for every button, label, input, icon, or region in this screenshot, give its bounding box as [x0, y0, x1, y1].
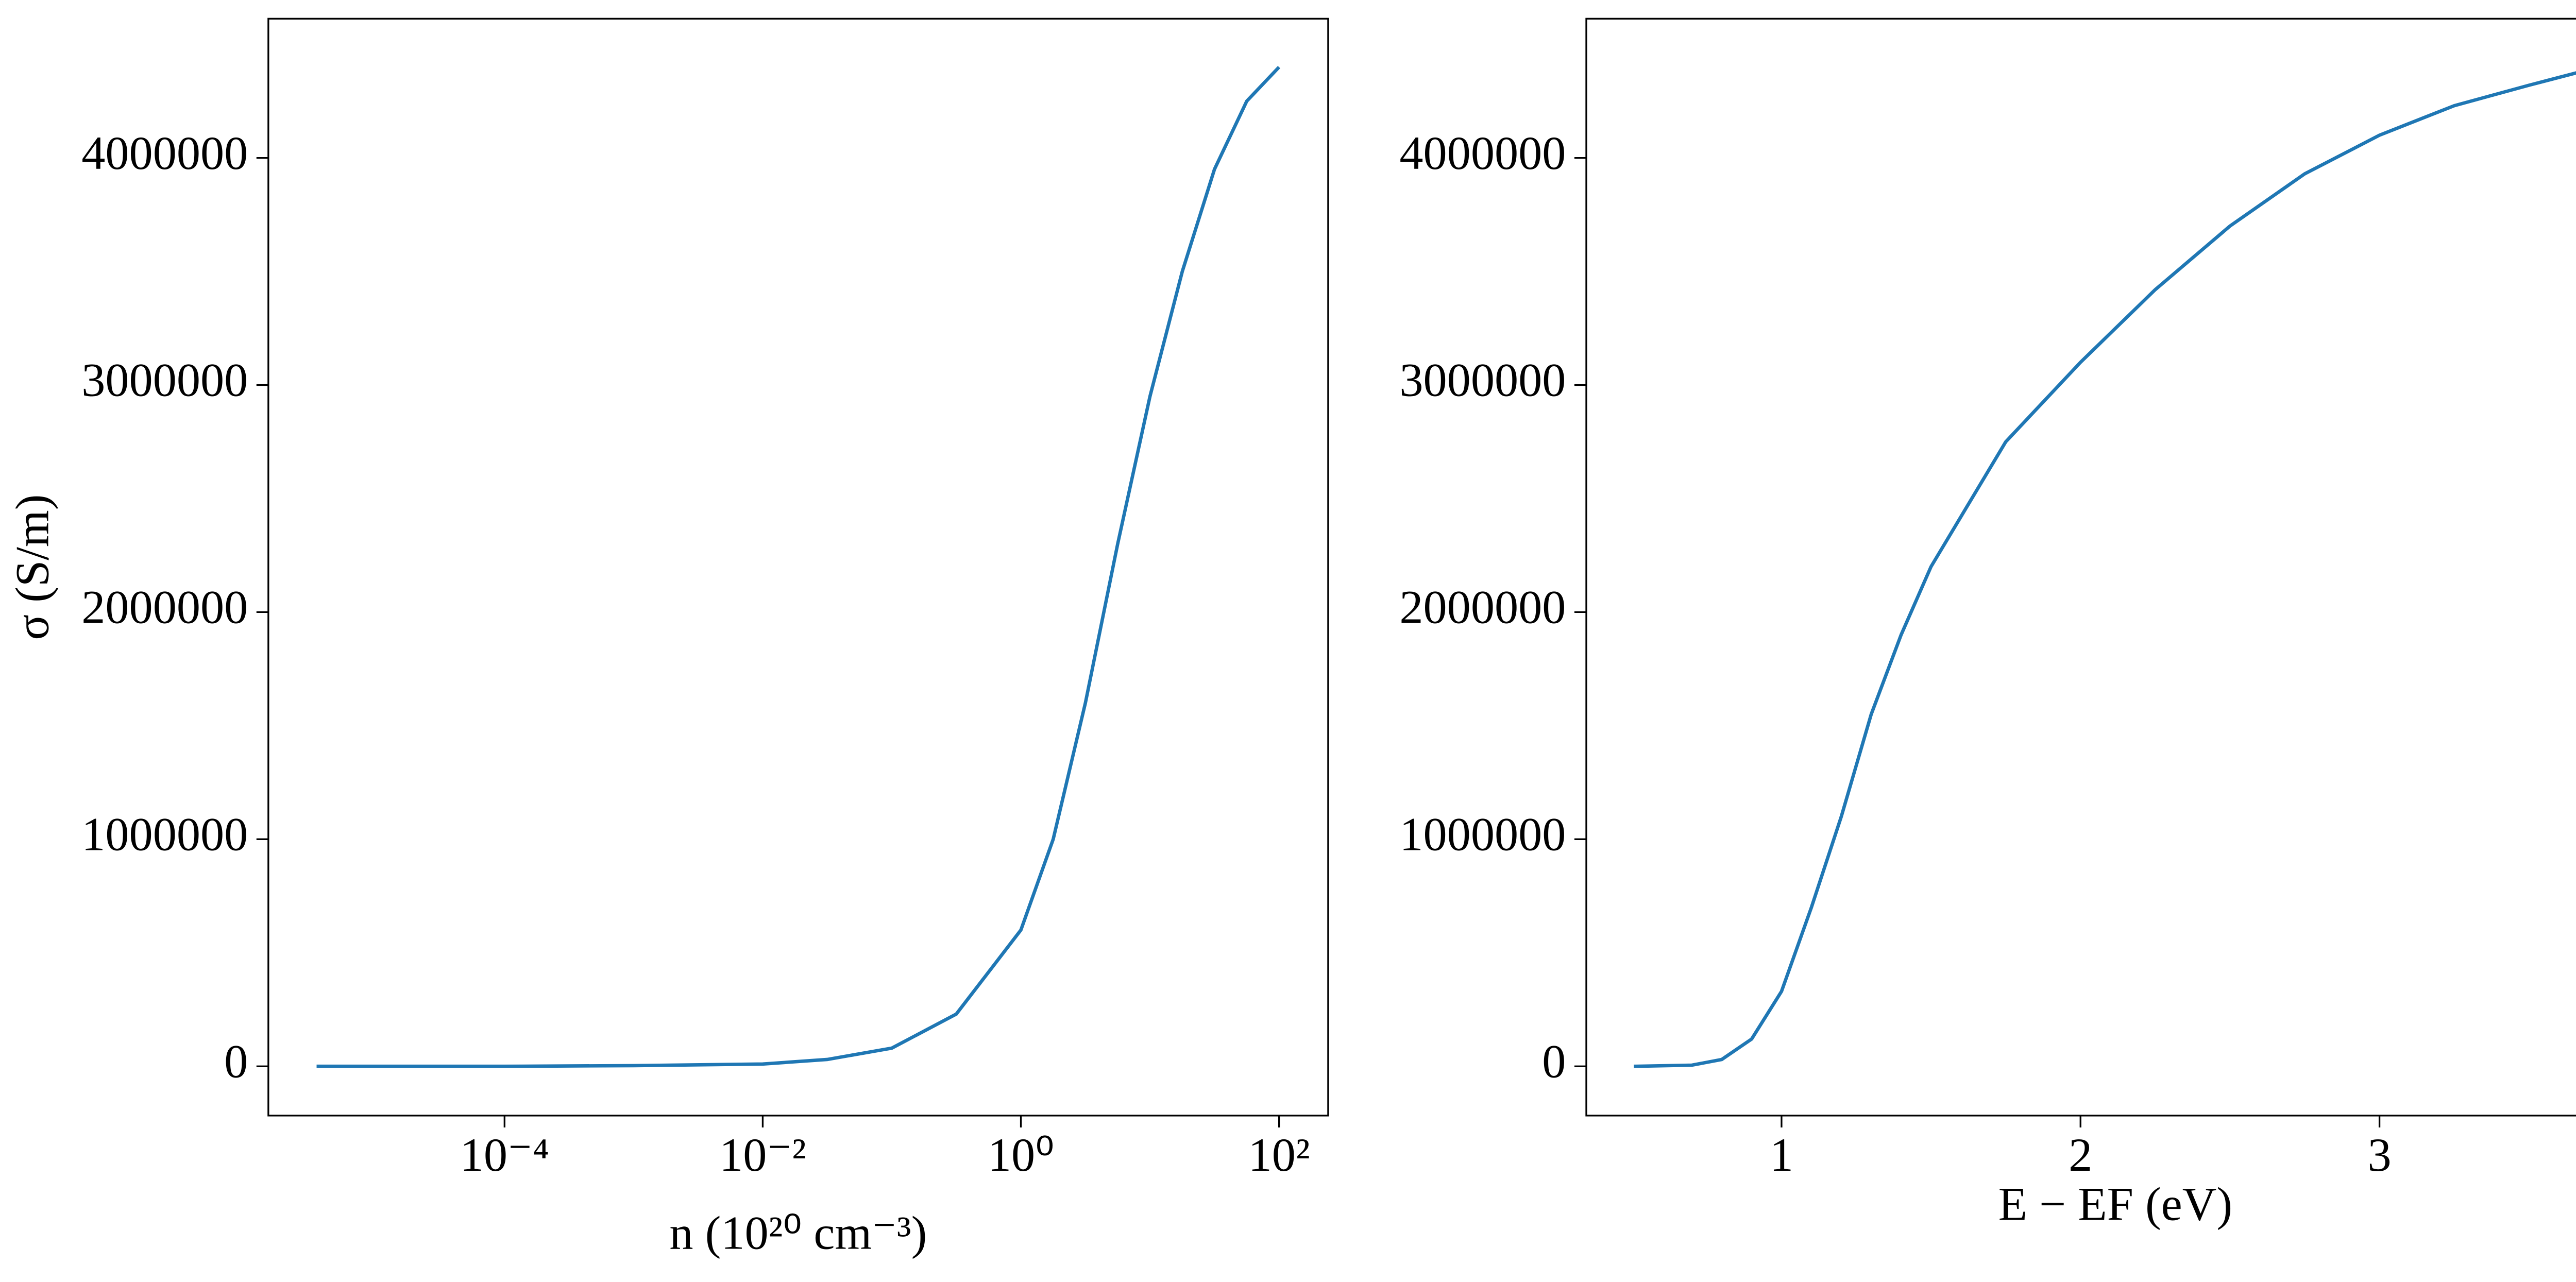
y-tick-label: 2000000 — [81, 581, 248, 634]
plot-frame — [267, 18, 1329, 1117]
y-tick-label: 3000000 — [1399, 354, 1566, 406]
x-tick-label: 10⁻² — [719, 1129, 806, 1181]
y-tick-label: 1000000 — [81, 808, 248, 860]
x-axis-label: n (10²⁰ cm⁻³) — [669, 1206, 927, 1259]
y-tick-label: 0 — [224, 1035, 248, 1087]
x-tick-label: 1 — [1770, 1129, 1793, 1181]
y-tick-label: 2000000 — [1399, 581, 1566, 634]
y-axis-label: σ (S/m) — [6, 494, 59, 640]
x-axis-label: E − EF (eV) — [1998, 1177, 2232, 1230]
x-tick-label: 2 — [2069, 1129, 2092, 1181]
plot-frame — [1585, 18, 2576, 1117]
y-tick-label: 0 — [1542, 1035, 1566, 1087]
y-tick-label: 1000000 — [1399, 808, 1566, 860]
y-tick-label: 4000000 — [81, 127, 248, 179]
x-tick-label: 10⁻⁴ — [460, 1129, 549, 1181]
x-tick-label: 10² — [1248, 1129, 1310, 1181]
y-tick-label: 4000000 — [1399, 127, 1566, 179]
x-tick-label: 10⁰ — [988, 1129, 1054, 1181]
y-tick-label: 3000000 — [81, 354, 248, 406]
line-series — [1634, 71, 2576, 1068]
x-tick-label: 3 — [2367, 1129, 2391, 1181]
line-series — [316, 65, 1281, 1068]
